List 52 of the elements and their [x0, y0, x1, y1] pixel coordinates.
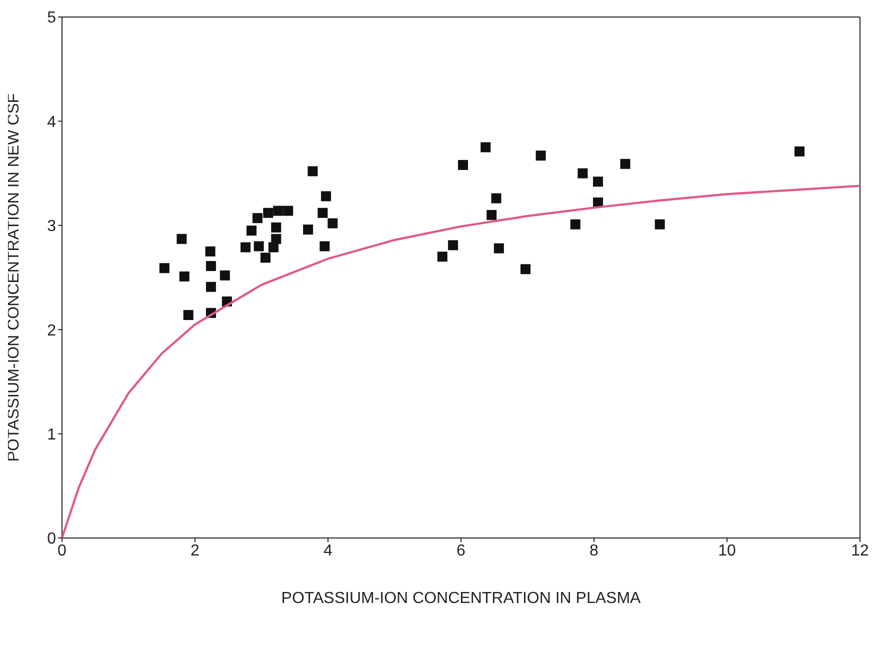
- point: [448, 240, 458, 250]
- point: [159, 263, 170, 274]
- point: [486, 210, 497, 220]
- point: [179, 271, 190, 282]
- point: [303, 224, 314, 235]
- x-tick-label: 8: [590, 542, 599, 560]
- point: [176, 234, 187, 244]
- y-tick-label: 4: [47, 114, 56, 131]
- point: [494, 243, 504, 254]
- point: [183, 310, 194, 320]
- y-tick-label: 1: [47, 426, 56, 444]
- point: [620, 158, 630, 169]
- point: [271, 222, 282, 232]
- point: [578, 168, 588, 178]
- point: [437, 252, 448, 262]
- y-tick-label: 2: [47, 322, 56, 340]
- point: [536, 150, 546, 161]
- point: [570, 219, 580, 230]
- point: [321, 191, 332, 202]
- point: [318, 208, 328, 218]
- point: [252, 213, 263, 224]
- point: [206, 282, 216, 292]
- point: [206, 261, 216, 272]
- point: [328, 218, 338, 228]
- x-tick-label: 6: [456, 542, 466, 560]
- point: [592, 176, 603, 187]
- point: [480, 142, 491, 152]
- point: [458, 160, 468, 170]
- point: [654, 219, 665, 230]
- point: [794, 146, 804, 156]
- y-tick-label: 5: [47, 10, 56, 27]
- x-tick-label: 2: [190, 542, 200, 560]
- point: [283, 206, 294, 216]
- point: [240, 242, 251, 252]
- point: [271, 234, 282, 244]
- x-tick-label: 4: [324, 542, 333, 560]
- point: [491, 193, 502, 204]
- y-tick-label: 3: [47, 218, 56, 236]
- point: [220, 270, 230, 280]
- x-axis-title: POTASSIUM-ION CONCENTRATION IN PLASMA: [281, 590, 642, 607]
- point: [520, 264, 531, 274]
- point: [308, 166, 318, 176]
- point: [254, 241, 264, 252]
- point: [320, 241, 330, 252]
- point: [205, 246, 216, 256]
- x-tick-label: 12: [851, 542, 869, 560]
- y-tick-label: 0: [47, 530, 56, 548]
- point: [260, 252, 270, 263]
- point: [246, 226, 257, 236]
- point: [273, 206, 284, 216]
- point: [263, 208, 274, 218]
- x-tick-label: 10: [718, 542, 736, 560]
